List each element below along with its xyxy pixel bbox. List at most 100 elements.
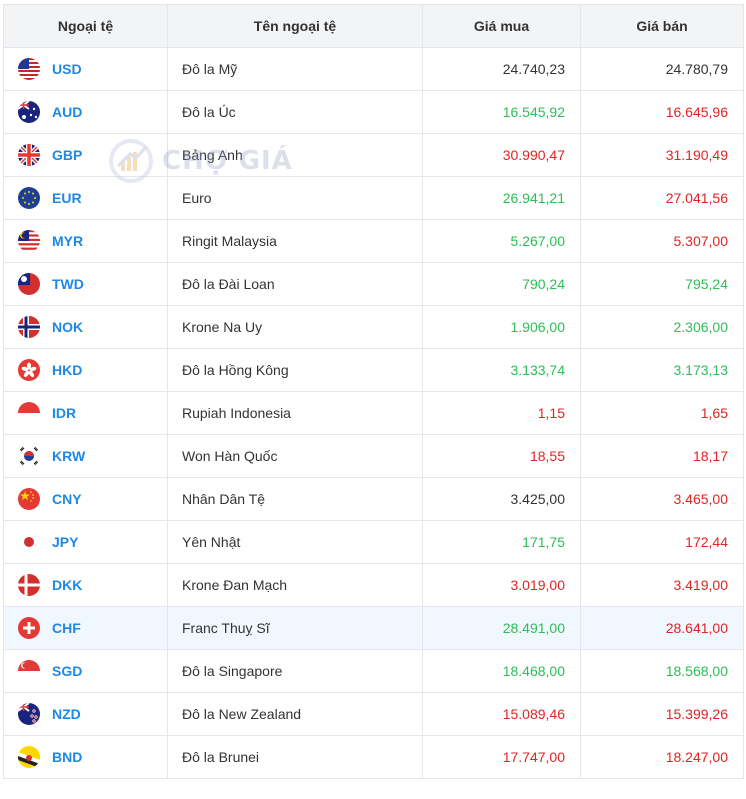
buy-price: 26.941,21 <box>422 176 581 220</box>
currency-name: Krone Na Uy <box>167 305 423 349</box>
table-row-idr[interactable]: IDR Rupiah Indonesia 1,15 1,65 <box>3 391 744 435</box>
currency-code-cell: MYR <box>3 219 168 263</box>
currency-code-link[interactable]: GBP <box>52 147 83 163</box>
currency-code-link[interactable]: AUD <box>52 104 83 120</box>
currency-code-link[interactable]: JPY <box>52 534 79 550</box>
currency-code-link[interactable]: BND <box>52 749 83 765</box>
table-row-hkd[interactable]: HKD Đô la Hồng Kông 3.133,74 3.173,13 <box>3 348 744 392</box>
sell-price: 31.190,49 <box>580 133 744 177</box>
currency-code-cell: BND <box>3 735 168 779</box>
au-flag-icon <box>18 101 40 123</box>
buy-price: 3.425,00 <box>422 477 581 521</box>
buy-price: 1,15 <box>422 391 581 435</box>
currency-code-cell: USD <box>3 47 168 91</box>
sell-price: 28.641,00 <box>580 606 744 650</box>
buy-price: 15.089,46 <box>422 692 581 736</box>
table-row-jpy[interactable]: JPY Yên Nhật 171,75 172,44 <box>3 520 744 564</box>
eu-flag-icon <box>18 187 40 209</box>
sell-price: 18.568,00 <box>580 649 744 693</box>
sell-price: 795,24 <box>580 262 744 306</box>
table-row-nzd[interactable]: NZD Đô la New Zealand 15.089,46 15.399,26 <box>3 692 744 736</box>
header-currency-name[interactable]: Tên ngoại tệ <box>167 4 423 48</box>
jp-flag-icon <box>18 531 40 553</box>
buy-price: 1.906,00 <box>422 305 581 349</box>
table-row-gbp[interactable]: GBP Bảng Anh 30.990,47 31.190,49 <box>3 133 744 177</box>
currency-code-cell: EUR <box>3 176 168 220</box>
currency-code-link[interactable]: USD <box>52 61 82 77</box>
table-row-usd[interactable]: USD Đô la Mỹ 24.740,23 24.780,79 <box>3 47 744 91</box>
currency-code-link[interactable]: NOK <box>52 319 84 335</box>
table-row-bnd[interactable]: BND Đô la Brunei 17.747,00 18.247,00 <box>3 735 744 779</box>
no-flag-icon <box>18 316 40 338</box>
sell-price: 5.307,00 <box>580 219 744 263</box>
table-row-eur[interactable]: EUR Euro 26.941,21 27.041,56 <box>3 176 744 220</box>
currency-code-link[interactable]: CNY <box>52 491 82 507</box>
currency-code-cell: KRW <box>3 434 168 478</box>
table-row-twd[interactable]: TWD Đô la Đài Loan 790,24 795,24 <box>3 262 744 306</box>
table-row-sgd[interactable]: SGD Đô la Singapore 18.468,00 18.568,00 <box>3 649 744 693</box>
table-row-cny[interactable]: CNY Nhân Dân Tệ 3.425,00 3.465,00 <box>3 477 744 521</box>
currency-code-link[interactable]: KRW <box>52 448 86 464</box>
sg-flag-icon <box>18 660 40 682</box>
sell-price: 1,65 <box>580 391 744 435</box>
header-buy-price[interactable]: Giá mua <box>422 4 581 48</box>
us-flag-icon <box>18 58 40 80</box>
currency-code-cell: TWD <box>3 262 168 306</box>
currency-name: Đô la Singapore <box>167 649 423 693</box>
table-row-krw[interactable]: KRW Won Hàn Quốc 18,55 18,17 <box>3 434 744 478</box>
table-row-myr[interactable]: MYR Ringit Malaysia 5.267,00 5.307,00 <box>3 219 744 263</box>
currency-code-link[interactable]: MYR <box>52 233 84 249</box>
currency-name: Ringit Malaysia <box>167 219 423 263</box>
currency-code-cell: GBP <box>3 133 168 177</box>
table-row-chf[interactable]: CHF Franc Thuỵ Sĩ 28.491,00 28.641,00 <box>3 606 744 650</box>
currency-name: Đô la Úc <box>167 90 423 134</box>
currency-code-link[interactable]: TWD <box>52 276 84 292</box>
gb-flag-icon <box>18 144 40 166</box>
sell-price: 3.173,13 <box>580 348 744 392</box>
sell-price: 3.465,00 <box>580 477 744 521</box>
buy-price: 17.747,00 <box>422 735 581 779</box>
table-row-nok[interactable]: NOK Krone Na Uy 1.906,00 2.306,00 <box>3 305 744 349</box>
currency-name: Krone Đan Mạch <box>167 563 423 607</box>
currency-code-link[interactable]: EUR <box>52 190 82 206</box>
bn-flag-icon <box>18 746 40 768</box>
currency-code-link[interactable]: NZD <box>52 706 81 722</box>
currency-code-cell: NZD <box>3 692 168 736</box>
currency-name: Đô la New Zealand <box>167 692 423 736</box>
currency-code-link[interactable]: SGD <box>52 663 83 679</box>
cn-flag-icon <box>18 488 40 510</box>
buy-price: 3.133,74 <box>422 348 581 392</box>
currency-name: Yên Nhật <box>167 520 423 564</box>
currency-code-link[interactable]: IDR <box>52 405 77 421</box>
currency-code-cell: IDR <box>3 391 168 435</box>
header-currency-code[interactable]: Ngoại tệ <box>3 4 168 48</box>
table-row-aud[interactable]: AUD Đô la Úc 16.545,92 16.645,96 <box>3 90 744 134</box>
currency-code-link[interactable]: DKK <box>52 577 83 593</box>
currency-name: Đô la Brunei <box>167 735 423 779</box>
buy-price: 171,75 <box>422 520 581 564</box>
header-sell-price[interactable]: Giá bán <box>580 4 744 48</box>
buy-price: 3.019,00 <box>422 563 581 607</box>
currency-code-cell: SGD <box>3 649 168 693</box>
dk-flag-icon <box>18 574 40 596</box>
my-flag-icon <box>18 230 40 252</box>
table-row-dkk[interactable]: DKK Krone Đan Mạch 3.019,00 3.419,00 <box>3 563 744 607</box>
hk-flag-icon <box>18 359 40 381</box>
buy-price: 30.990,47 <box>422 133 581 177</box>
currency-code-link[interactable]: CHF <box>52 620 81 636</box>
currency-name: Đô la Hồng Kông <box>167 348 423 392</box>
nz-flag-icon <box>18 703 40 725</box>
buy-price: 18,55 <box>422 434 581 478</box>
tw-flag-icon <box>18 273 40 295</box>
currency-code-cell: DKK <box>3 563 168 607</box>
currency-name: Đô la Đài Loan <box>167 262 423 306</box>
currency-name: Rupiah Indonesia <box>167 391 423 435</box>
currency-code-link[interactable]: HKD <box>52 362 83 378</box>
kr-flag-icon <box>18 445 40 467</box>
currency-code-cell: JPY <box>3 520 168 564</box>
currency-code-cell: NOK <box>3 305 168 349</box>
sell-price: 18,17 <box>580 434 744 478</box>
currency-name: Euro <box>167 176 423 220</box>
currency-name: Bảng Anh <box>167 133 423 177</box>
buy-price: 24.740,23 <box>422 47 581 91</box>
